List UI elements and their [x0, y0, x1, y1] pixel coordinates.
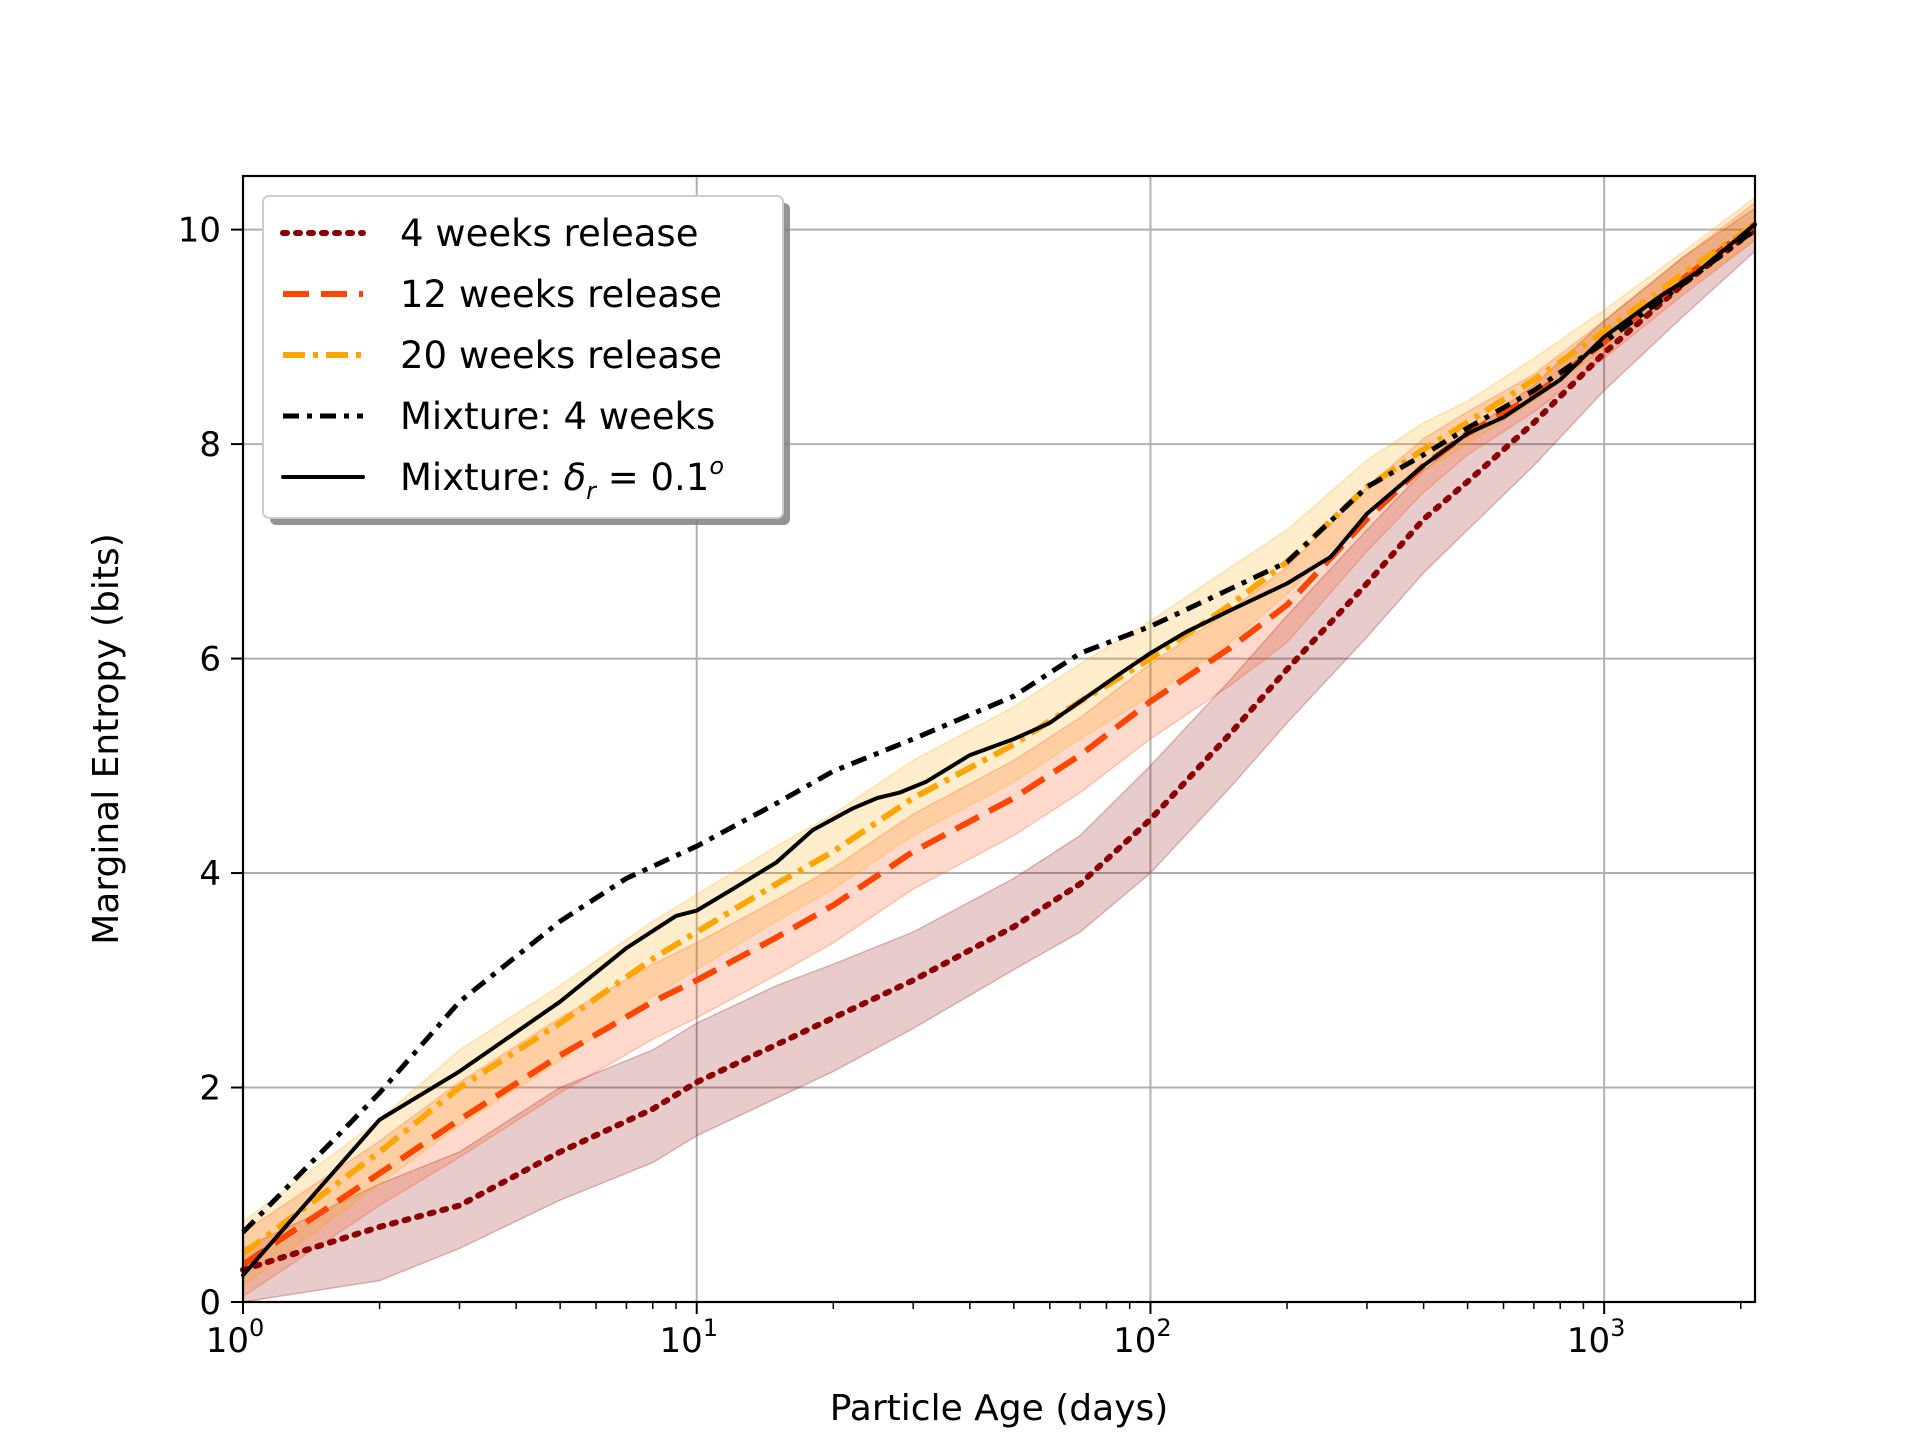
legend: 4 weeks release 12 weeks release 20 weeks … — [262, 195, 790, 525]
y-tick-label: 6 — [199, 640, 221, 680]
y-tick-label: 0 — [199, 1283, 221, 1323]
y-tick-label: 10 — [178, 211, 221, 251]
legend-label: Mixture: 4 weeks — [400, 395, 715, 438]
series-line — [240, 226, 1758, 1273]
series-line — [241, 222, 1757, 1278]
legend-box — [262, 195, 784, 519]
x-tick-label: 101 — [659, 1314, 718, 1361]
legend-label: 12 weeks release — [400, 273, 722, 316]
legend-label: Mixture: δr = 0.1o — [400, 452, 724, 505]
legend-label: 4 weeks release — [400, 212, 698, 255]
axis-ticks: 100 101 102 103 0 2 4 6 8 10 — [178, 211, 1742, 1361]
legend-label: 20 weeks release — [400, 334, 722, 377]
y-tick-label: 4 — [199, 854, 221, 894]
y-tick-label: 2 — [199, 1069, 221, 1109]
y-axis-label: Marginal Entropy (bits) — [86, 533, 127, 945]
series-line — [241, 221, 1757, 1267]
series-lines — [240, 221, 1758, 1278]
series-line — [241, 227, 1757, 1235]
x-tick-label: 103 — [1567, 1314, 1626, 1361]
plot-frame — [241, 174, 1757, 1304]
y-tick-label: 8 — [199, 425, 221, 465]
uncertainty-bands — [242, 195, 1756, 1303]
x-tick-label: 102 — [1113, 1314, 1172, 1361]
x-tick-label: 100 — [206, 1314, 265, 1361]
x-axis-label: Particle Age (days) — [830, 1388, 1169, 1429]
